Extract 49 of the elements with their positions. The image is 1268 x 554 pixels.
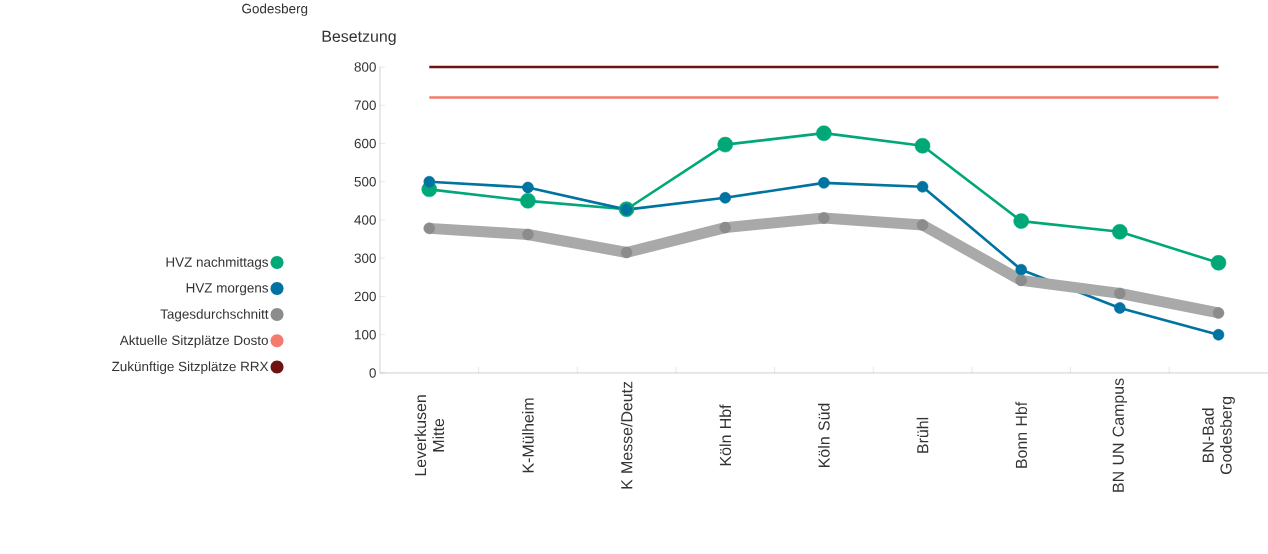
point [914, 138, 931, 154]
legend-label: Tagesdurchschnitt [160, 308, 269, 322]
x-tick-label: BN-Bad Godesberg [1202, 397, 1235, 475]
x-tick-label: Leverkusen Mitte [414, 395, 445, 476]
y-tick-label: 300 [354, 253, 376, 263]
point [1114, 287, 1126, 300]
point [1015, 263, 1027, 276]
point [818, 177, 830, 189]
point [1212, 328, 1225, 341]
point [717, 136, 733, 153]
point [423, 222, 436, 235]
y-tick-label: 0 [369, 368, 376, 378]
x-tick-label: Bonn Hbf [1015, 401, 1028, 468]
point [1212, 307, 1225, 319]
point [1013, 213, 1029, 229]
x-tick-label: Köln Süd [818, 403, 830, 467]
legend-label: Zukünftige Sitzplätze RRX [112, 361, 269, 374]
y-tick-label: 600 [354, 138, 376, 149]
x-tick-label: Brühl [916, 417, 929, 453]
point [818, 212, 830, 224]
x-tick-label: BN UN Campus [1112, 378, 1128, 492]
x-tick-label: Köln Hbf [719, 404, 732, 466]
point [1114, 302, 1126, 314]
y-tick-label: 700 [354, 100, 376, 111]
point [522, 181, 534, 194]
y-axis-title: Besetzung [322, 30, 396, 46]
point [1112, 224, 1128, 240]
legend-label: Aktuelle Sitzplätze Dosto [119, 335, 268, 348]
point [520, 193, 536, 209]
y-tick-label: 400 [354, 215, 376, 225]
legend-label: HVZ morgens [186, 283, 269, 296]
point [916, 180, 929, 193]
point [1210, 255, 1227, 271]
y-tick-label: 500 [354, 177, 376, 187]
legend-label: HVZ nachmittags [166, 257, 269, 270]
x-tick-label: K-Mülheim [522, 398, 534, 473]
point [719, 221, 731, 234]
point [522, 228, 534, 241]
y-tick-label: 800 [354, 62, 376, 72]
point [1015, 274, 1027, 287]
point [620, 246, 633, 259]
text: Godesberg [242, 3, 308, 17]
point [816, 125, 832, 141]
point [423, 176, 436, 188]
y-tick-label: 200 [354, 291, 376, 302]
x-tick-label: K Messe/Deutz [620, 381, 633, 489]
point [916, 219, 929, 231]
y-tick-label: 100 [355, 329, 376, 340]
point [719, 192, 731, 204]
